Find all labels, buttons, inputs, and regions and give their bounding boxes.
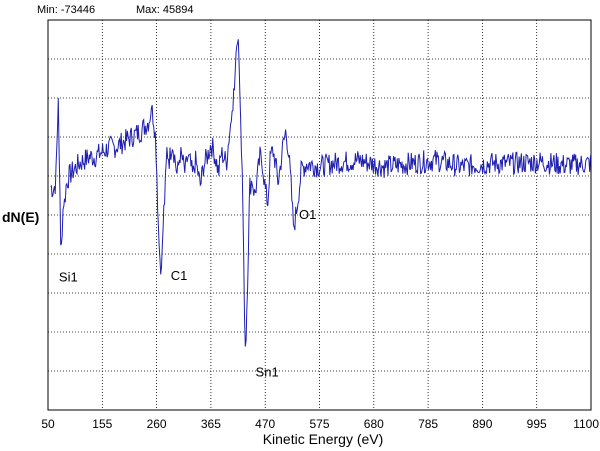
plot-area <box>47 19 592 411</box>
x-tick-label: 1100 <box>573 417 599 431</box>
grid <box>48 20 591 410</box>
x-tick-label: 260 <box>147 417 167 431</box>
series-line-dn-e <box>50 39 591 347</box>
max-value-label: Max: 45894 <box>136 4 193 16</box>
peak-label-c1: C1 <box>171 268 188 283</box>
x-tick-label: 470 <box>255 417 275 431</box>
x-tick-label: 50 <box>41 417 55 431</box>
x-tick-label: 995 <box>527 417 547 431</box>
x-tick-label: 365 <box>201 417 221 431</box>
x-tick-label: 155 <box>92 417 112 431</box>
x-tick-label: 890 <box>472 417 492 431</box>
min-value-label: Min: -73446 <box>37 4 95 16</box>
peak-label-sn1: Sn1 <box>256 364 279 379</box>
x-axis-label: Kinetic Energy (eV) <box>263 431 384 447</box>
peak-annotations: Si1 C1 Sn1 O1 <box>59 207 316 379</box>
x-tick-label: 680 <box>364 417 384 431</box>
x-tick-label: 785 <box>418 417 438 431</box>
y-axis-label: dN(E) <box>2 209 39 225</box>
peak-label-o1: O1 <box>299 207 316 222</box>
peak-label-si1: Si1 <box>59 269 78 284</box>
x-tick-labels: 50 155 260 365 470 575 680 785 890 995 1100 <box>41 417 599 431</box>
x-tick-label: 575 <box>309 417 329 431</box>
